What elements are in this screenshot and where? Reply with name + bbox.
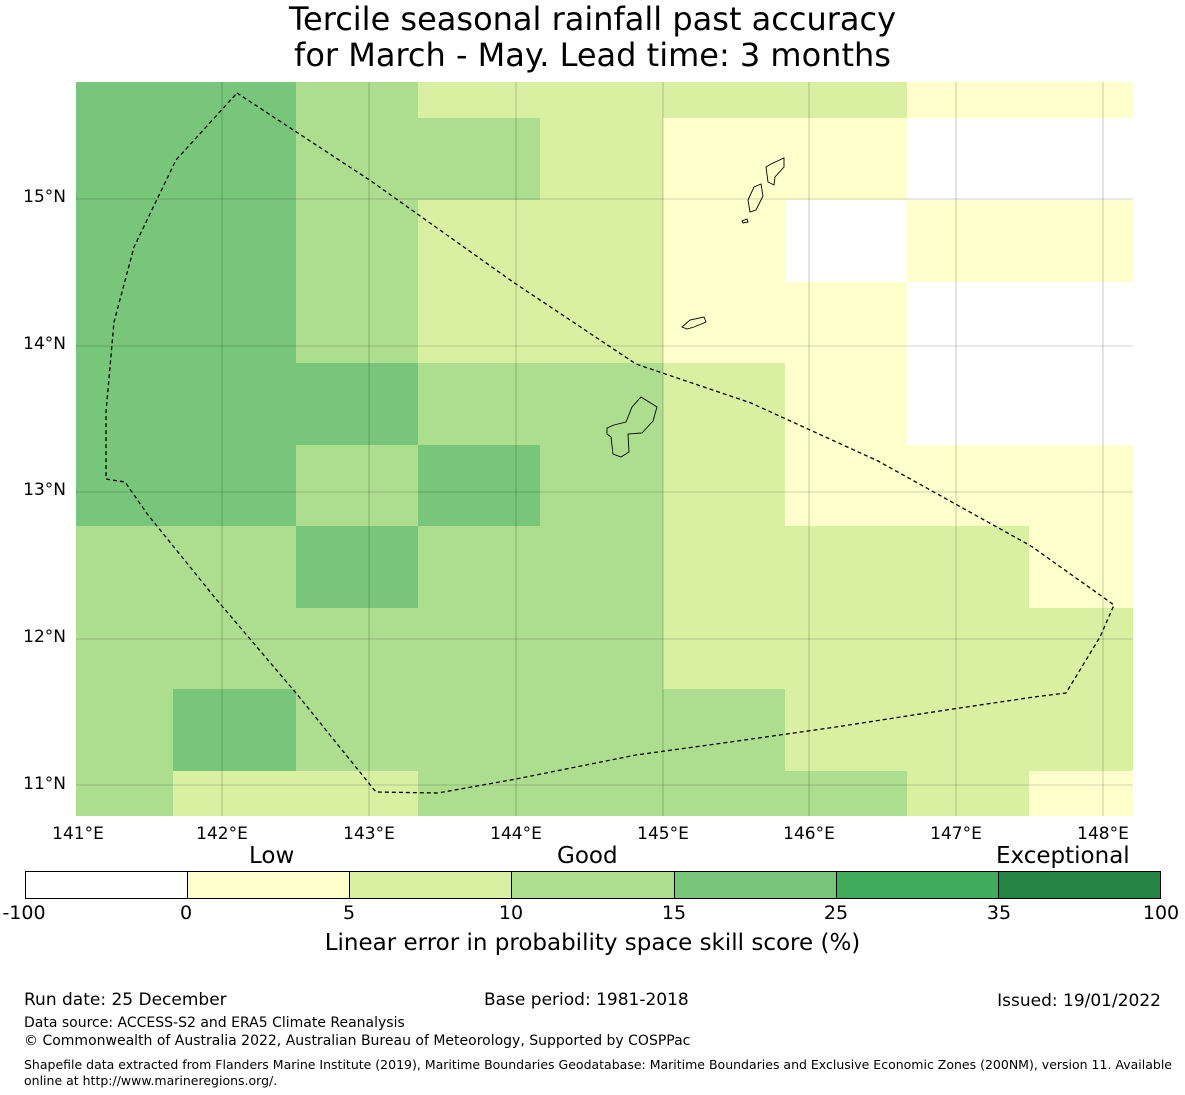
grid-cell [1029, 526, 1133, 608]
copyright: © Commonwealth of Australia 2022, Austra… [24, 1033, 691, 1049]
lat-label-15n: 15°N [23, 187, 66, 207]
colorbar-segment [998, 872, 1160, 898]
skill-map-svg [76, 82, 1133, 816]
grid-cell [76, 526, 296, 608]
grid-cell [663, 363, 785, 445]
shapefile-credit: Shapefile data extracted from Flanders M… [24, 1057, 1172, 1088]
issued-date: Issued: 19/01/2022 [997, 991, 1161, 1011]
grid-cell [76, 608, 663, 689]
lon-label-141e: 141°E [52, 824, 104, 844]
grid-cell [76, 689, 173, 771]
grid-cell [1029, 771, 1133, 816]
grid-cell [173, 771, 418, 816]
map-title-line1: Tercile seasonal rainfall past accuracy [288, 0, 897, 38]
data-source: Data source: ACCESS-S2 and ERA5 Climate … [24, 1015, 405, 1031]
graticule [76, 82, 1133, 816]
lon-label-148e: 148°E [1077, 824, 1129, 844]
grid-cell [296, 282, 418, 363]
lon-label-147e: 147°E [930, 824, 982, 844]
grid-cell [296, 689, 663, 771]
colorbar-tick: 10 [498, 902, 524, 924]
grid-cell [418, 82, 907, 118]
grid-cell [418, 363, 663, 445]
grid-cell [296, 526, 418, 608]
legend-category-low: Low [249, 843, 295, 869]
colorbar-segment [512, 872, 675, 898]
grid-cell [76, 445, 296, 526]
grid-cell [76, 771, 173, 816]
lon-label-144e: 144°E [490, 824, 542, 844]
grid-cell [296, 82, 418, 118]
grid-cell [663, 445, 785, 526]
grid-cell [76, 200, 296, 282]
lat-label-11n: 11°N [23, 774, 66, 794]
grid-cell [296, 200, 418, 282]
grid-cell [296, 445, 418, 526]
grid-cell [785, 689, 1133, 771]
grid-cell [418, 200, 663, 282]
grid-cell [785, 363, 907, 445]
grid-cell [540, 445, 663, 526]
grid-cell [663, 526, 1029, 608]
grid-cell [76, 282, 296, 363]
lat-label-14n: 14°N [23, 334, 66, 354]
skill-map [76, 82, 1133, 816]
island-aguijan [741, 218, 749, 224]
grid-cell [663, 118, 907, 200]
colorbar-tick: 35 [986, 902, 1012, 924]
lon-label-142e: 142°E [196, 824, 248, 844]
grid-cell [540, 118, 663, 200]
grid-cell [663, 608, 1133, 689]
grid-cell [76, 118, 296, 200]
grid-cell [418, 771, 907, 816]
skill-grid-cells [76, 82, 1133, 816]
grid-cell [663, 200, 785, 282]
colorbar-tick: 25 [823, 902, 849, 924]
grid-cell [663, 689, 785, 771]
grid-cell [907, 771, 1029, 816]
base-period: Base period: 1981-2018 [484, 990, 689, 1010]
colorbar-segment [350, 872, 513, 898]
island-guam [606, 396, 658, 458]
lon-label-145e: 145°E [637, 824, 689, 844]
grid-cell [907, 82, 1133, 118]
grid-cell [418, 526, 663, 608]
grid-cell [418, 445, 540, 526]
lat-label-12n: 12°N [23, 627, 66, 647]
colorbar-tick: 0 [179, 902, 193, 924]
grid-cell [173, 689, 296, 771]
grid-cell [76, 363, 418, 445]
eez-boundary [105, 92, 1115, 794]
lon-label-143e: 143°E [343, 824, 395, 844]
colorbar-tick: 15 [661, 902, 687, 924]
lat-label-13n: 13°N [23, 480, 66, 500]
colorbar [25, 871, 1161, 899]
colorbar-segment [26, 872, 189, 898]
colorbar-segment [836, 872, 999, 898]
colorbar-tick: 100 [1142, 902, 1180, 924]
colorbar-title: Linear error in probability space skill … [324, 930, 861, 956]
colorbar-tick: -100 [2, 902, 46, 924]
grid-cell [418, 282, 663, 363]
grid-cell [76, 82, 296, 118]
grid-cell [296, 118, 540, 200]
map-title-line2: for March - May. Lead time: 3 months [294, 36, 891, 74]
islands [606, 157, 785, 458]
grid-cell [663, 282, 907, 363]
island-saipan [765, 157, 785, 186]
colorbar-segment [188, 872, 351, 898]
run-date: Run date: 25 December [24, 990, 227, 1010]
legend-category-good: Good [557, 843, 618, 869]
lon-label-146e: 146°E [783, 824, 835, 844]
legend-category-exceptional: Exceptional [996, 843, 1130, 869]
island-rota [681, 316, 707, 330]
colorbar-segment [674, 872, 837, 898]
colorbar-tick: 5 [342, 902, 356, 924]
island-tinian [747, 183, 764, 213]
grid-cell [785, 445, 1133, 526]
grid-cell [907, 200, 1133, 282]
